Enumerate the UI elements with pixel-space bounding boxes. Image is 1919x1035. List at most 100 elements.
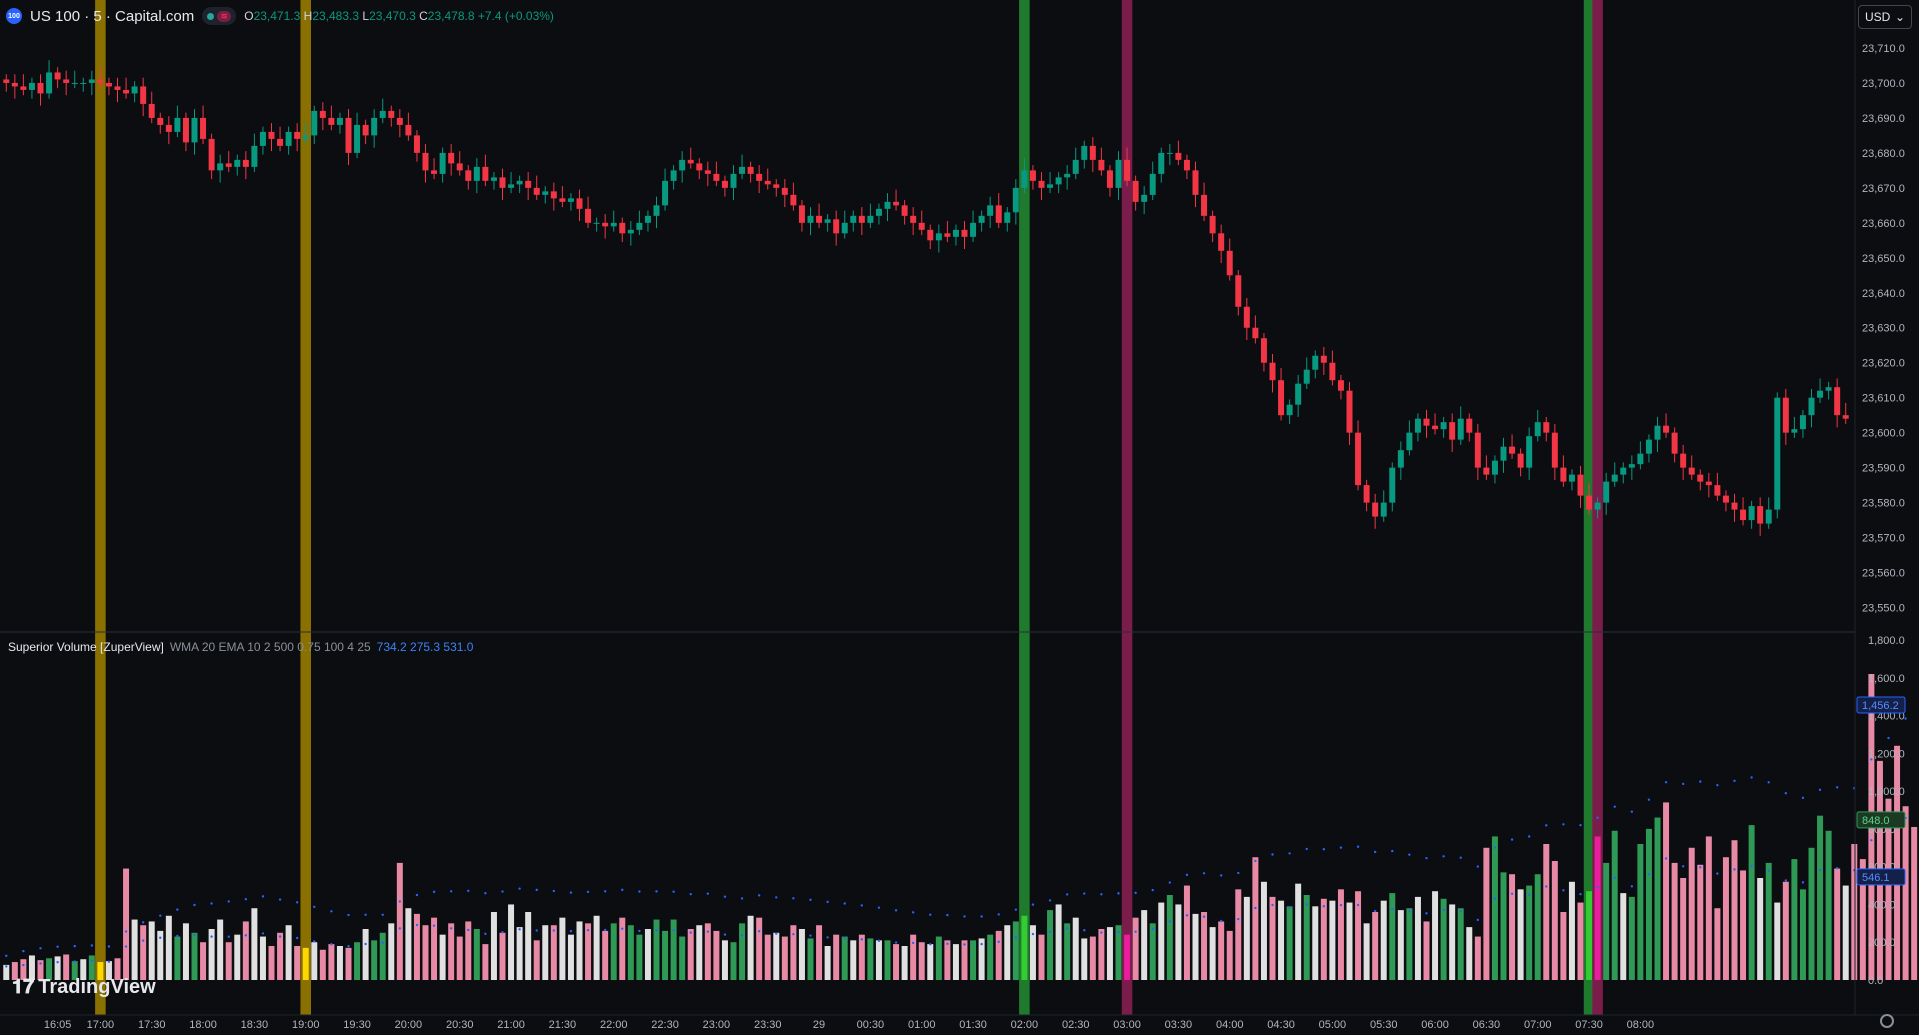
candle-body — [396, 117, 403, 125]
volume-bar — [567, 934, 574, 980]
candle-body — [1534, 422, 1541, 437]
volume-bar — [80, 959, 87, 980]
volume-bar — [1628, 896, 1635, 980]
avg-dot — [1562, 823, 1565, 826]
avg-dot — [244, 934, 248, 937]
tradingview-logo[interactable]: 𝟏𝟕 TradingView — [12, 976, 156, 998]
avg-dot — [775, 896, 778, 899]
candle-body — [602, 222, 609, 227]
avg-dot — [689, 892, 692, 896]
volume-bar — [1774, 902, 1781, 980]
avg-dot — [1681, 865, 1685, 868]
volume-bar — [610, 923, 617, 980]
avg-dot — [1716, 783, 1719, 787]
candle-body — [833, 219, 840, 234]
volume-bar — [1389, 893, 1396, 980]
avg-dot — [193, 903, 196, 907]
avg-dot — [997, 940, 1000, 944]
volume-bar — [379, 932, 386, 980]
symbol-header[interactable]: 100 US 100 · 5 · Capital.com ≋ O23,471.3… — [6, 6, 554, 26]
candle-body — [1782, 397, 1789, 433]
avg-dot — [107, 960, 111, 963]
volume-bar — [285, 925, 292, 980]
volume-bar — [191, 932, 198, 980]
candle-body — [1278, 380, 1285, 416]
volume-bar — [1432, 891, 1439, 980]
indicator-legend[interactable]: Superior Volume [ZuperView] WMA 20 EMA 1… — [8, 640, 473, 654]
avg-dot — [124, 930, 128, 933]
candle-body — [816, 215, 823, 223]
avg-dot — [894, 941, 898, 944]
avg-dot — [22, 949, 25, 953]
badge-text: 1,456.2 — [1862, 700, 1899, 712]
candle-body — [20, 86, 27, 90]
candle-body — [508, 184, 515, 188]
avg-dot — [1134, 930, 1137, 933]
candle-body — [1440, 422, 1447, 430]
candle-body — [362, 124, 369, 136]
volume-tick-label: 1,400.0 — [1868, 711, 1905, 723]
candle-body — [1252, 327, 1259, 339]
currency-selector[interactable]: USD ⌄ — [1858, 5, 1912, 29]
avg-dot — [1083, 892, 1086, 895]
avg-dot — [1048, 899, 1052, 902]
avg-dot — [193, 934, 196, 937]
candle-body — [867, 215, 874, 223]
avg-dot — [1151, 927, 1154, 931]
avg-dot — [1579, 892, 1582, 896]
avg-dot — [535, 929, 538, 932]
avg-dot — [278, 898, 282, 901]
avg-dot — [843, 902, 846, 905]
avg-dot — [1699, 780, 1702, 783]
avg-dot — [1305, 903, 1308, 906]
settings-gear-icon[interactable] — [1880, 1014, 1894, 1028]
candle-body — [251, 145, 258, 167]
volume-bar — [1500, 872, 1507, 980]
volume-bar — [1586, 891, 1593, 980]
volume-bar — [1491, 836, 1498, 980]
avg-dot — [1425, 856, 1428, 860]
candle-body — [165, 124, 172, 132]
avg-dot — [911, 911, 915, 914]
candle-body — [952, 229, 959, 237]
avg-dot — [860, 904, 864, 907]
candle-body — [1645, 439, 1652, 454]
avg-dot — [1065, 927, 1069, 930]
time-tick-label: 02:00 — [1011, 1019, 1039, 1031]
candle-body — [63, 79, 70, 83]
avg-dot — [569, 929, 573, 933]
candle-body — [1406, 432, 1413, 451]
candle-body — [721, 180, 728, 188]
candle-body — [644, 215, 651, 223]
volume-bar — [525, 912, 532, 980]
avg-dot — [1202, 872, 1206, 875]
candle-body — [225, 163, 232, 167]
candle-body — [944, 233, 951, 237]
symbol-title[interactable]: US 100 · 5 · Capital.com — [30, 7, 195, 25]
volume-bar — [1312, 906, 1319, 980]
candle-body — [798, 205, 805, 223]
avg-dot — [1373, 850, 1377, 854]
badge-text: 546.1 — [1862, 872, 1890, 884]
volume-value-badge: 1,456.2 — [1856, 696, 1906, 714]
candle-body — [336, 117, 343, 125]
indicator-name[interactable]: Superior Volume [ZuperView] — [8, 640, 164, 654]
time-tick-label: 19:00 — [292, 1019, 320, 1031]
candle-body — [1226, 250, 1233, 276]
avg-dot — [1185, 914, 1189, 917]
volume-bar — [773, 932, 780, 980]
candle-body — [1825, 387, 1832, 391]
candle-body — [114, 86, 121, 90]
tradingview-logo-icon: 𝟏𝟕 — [12, 976, 35, 998]
highlight-band — [300, 0, 311, 1015]
volume-tick-label: 200.0 — [1868, 937, 1896, 949]
candle-body — [713, 173, 720, 181]
volume-bar — [747, 915, 754, 980]
volume-bar — [627, 925, 634, 980]
candle-body — [893, 201, 900, 206]
market-status[interactable]: ≋ — [202, 7, 237, 25]
candle-body — [1432, 425, 1439, 430]
volume-bar — [1654, 817, 1661, 980]
candle-body — [1295, 383, 1302, 405]
